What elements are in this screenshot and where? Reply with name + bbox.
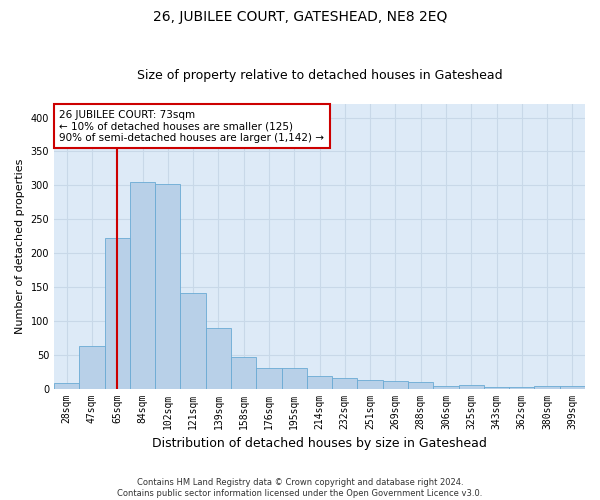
Bar: [104, 238, 130, 388]
Text: 26 JUBILEE COURT: 73sqm
← 10% of detached houses are smaller (125)
90% of semi-d: 26 JUBILEE COURT: 73sqm ← 10% of detache…: [59, 110, 325, 143]
Bar: [155, 184, 181, 388]
Bar: [560, 386, 585, 388]
Bar: [281, 368, 307, 388]
X-axis label: Distribution of detached houses by size in Gateshead: Distribution of detached houses by size …: [152, 437, 487, 450]
Text: 26, JUBILEE COURT, GATESHEAD, NE8 2EQ: 26, JUBILEE COURT, GATESHEAD, NE8 2EQ: [153, 10, 447, 24]
Bar: [509, 387, 535, 388]
Bar: [181, 293, 206, 388]
Bar: [231, 356, 256, 388]
Bar: [79, 346, 104, 389]
Bar: [408, 382, 433, 388]
Bar: [130, 182, 155, 388]
Bar: [484, 386, 509, 388]
Title: Size of property relative to detached houses in Gateshead: Size of property relative to detached ho…: [137, 69, 502, 82]
Bar: [358, 380, 383, 388]
Bar: [332, 378, 358, 388]
Bar: [206, 328, 231, 388]
Bar: [54, 383, 79, 388]
Bar: [383, 381, 408, 388]
Y-axis label: Number of detached properties: Number of detached properties: [15, 158, 25, 334]
Bar: [535, 386, 560, 388]
Bar: [307, 376, 332, 388]
Bar: [433, 386, 458, 388]
Bar: [256, 368, 281, 388]
Text: Contains HM Land Registry data © Crown copyright and database right 2024.
Contai: Contains HM Land Registry data © Crown c…: [118, 478, 482, 498]
Bar: [458, 385, 484, 388]
